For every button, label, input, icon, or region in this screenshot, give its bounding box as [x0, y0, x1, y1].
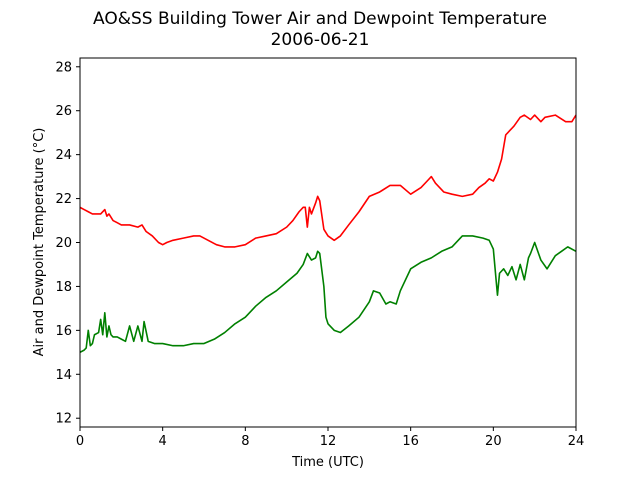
y-tick-label: 16: [55, 324, 72, 339]
y-tick-label: 20: [55, 236, 72, 251]
plot-frame: [79, 57, 577, 428]
series-line-0: [79, 114, 577, 248]
y-tick-label: 22: [55, 192, 72, 207]
chart-title: AO&SS Building Tower Air and Dewpoint Te…: [93, 9, 547, 29]
x-tick-label: 0: [76, 434, 84, 449]
series-line-1: [79, 235, 577, 354]
x-tick-label: 12: [320, 434, 337, 449]
x-tick-label: 16: [402, 434, 419, 449]
y-axis-label: Air and Dewpoint Temperature (°C): [32, 128, 47, 357]
x-axis: 0 4 8 12 16 20 24: [76, 427, 584, 449]
x-tick-label: 4: [159, 434, 167, 449]
y-tick-label: 14: [55, 368, 72, 383]
y-axis: 12 14 16 18 20 22 24 26 28: [55, 60, 80, 427]
x-tick-label: 24: [568, 434, 585, 449]
chart-subtitle: 2006-06-21: [271, 30, 370, 50]
y-tick-label: 18: [55, 280, 72, 295]
series-layer: [79, 114, 577, 354]
x-tick-label: 20: [485, 434, 502, 449]
y-tick-label: 24: [55, 148, 72, 163]
y-tick-label: 12: [55, 412, 72, 427]
x-tick-label: 8: [241, 434, 249, 449]
y-tick-label: 26: [55, 104, 72, 119]
x-axis-label: Time (UTC): [291, 455, 364, 470]
y-tick-label: 28: [55, 60, 72, 75]
